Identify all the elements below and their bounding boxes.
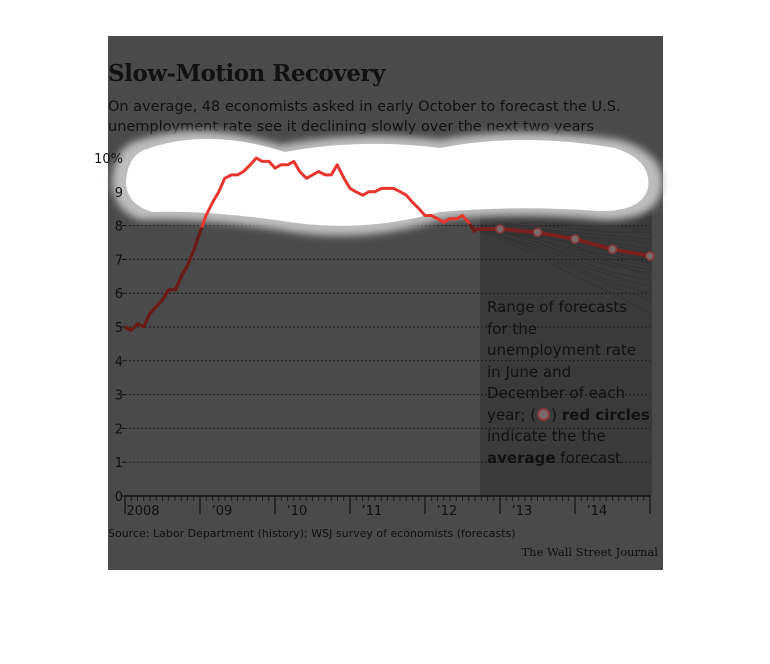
average-marker	[495, 224, 505, 234]
y-tick-label: 3	[115, 389, 123, 404]
y-tick-label: 4	[115, 355, 123, 370]
note-bold-average: average	[487, 448, 556, 467]
x-tick-label: ’10	[287, 504, 308, 519]
y-tick-label: 2	[115, 422, 123, 437]
average-marker	[570, 234, 580, 244]
x-tick-label: ’11	[362, 504, 383, 519]
x-tick-label: ’09	[212, 504, 233, 519]
note-bold-red-circles: red circles	[561, 405, 650, 424]
note-text-mid: )	[551, 405, 562, 424]
y-tick-label: 8	[115, 220, 123, 235]
forecast-note: Range of forecasts for the unemployment …	[487, 297, 652, 469]
x-tick-label: ’14	[587, 504, 608, 519]
average-marker	[607, 244, 618, 255]
chart-title: Slow-Motion Recovery	[108, 60, 385, 87]
x-tick-label: ’12	[437, 504, 458, 519]
x-tick-label: ’13	[512, 504, 533, 519]
x-tick-label: 2008	[126, 504, 159, 519]
forecast-line	[475, 228, 651, 301]
highlight-cloud	[112, 131, 663, 236]
source-note: Source: Labor Department (history); WSJ …	[108, 527, 516, 540]
y-tick-label: 5	[115, 321, 123, 336]
y-tick-label: 6	[115, 287, 123, 302]
average-markers	[495, 224, 655, 261]
red-circle-icon	[537, 407, 551, 421]
note-text-after2: forecast	[555, 448, 621, 467]
chart-subtitle-line1: On average, 48 economists asked in early…	[108, 99, 621, 115]
history-line-bright	[124, 156, 477, 242]
y-tick-label: 0	[115, 490, 123, 505]
note-text-after1: indicate the the	[487, 427, 606, 445]
y-tick-label: 10%	[94, 152, 123, 167]
forecast-line	[475, 225, 651, 277]
history-line-highlight	[124, 156, 477, 242]
y-tick-label: 1	[115, 456, 123, 471]
y-tick-label: 7	[115, 253, 123, 268]
y-tick-label: 9	[115, 186, 123, 201]
note-text-start: Range of forecasts for the unemployment …	[487, 298, 637, 424]
x-axis: 2008 ’09 ’10 ’11 ’12 ’13 ’14	[124, 495, 651, 519]
publisher-credit: The Wall Street Journal	[521, 545, 659, 559]
forecast-line	[475, 228, 651, 314]
average-marker	[532, 227, 543, 238]
chart-subtitle-line2: unemployment rate see it declining slowl…	[108, 119, 594, 135]
average-marker	[645, 251, 655, 261]
forecast-line	[475, 228, 651, 281]
y-axis-labels: 0 1 2 3 4 5 6 7 8 9 10%	[94, 152, 123, 505]
